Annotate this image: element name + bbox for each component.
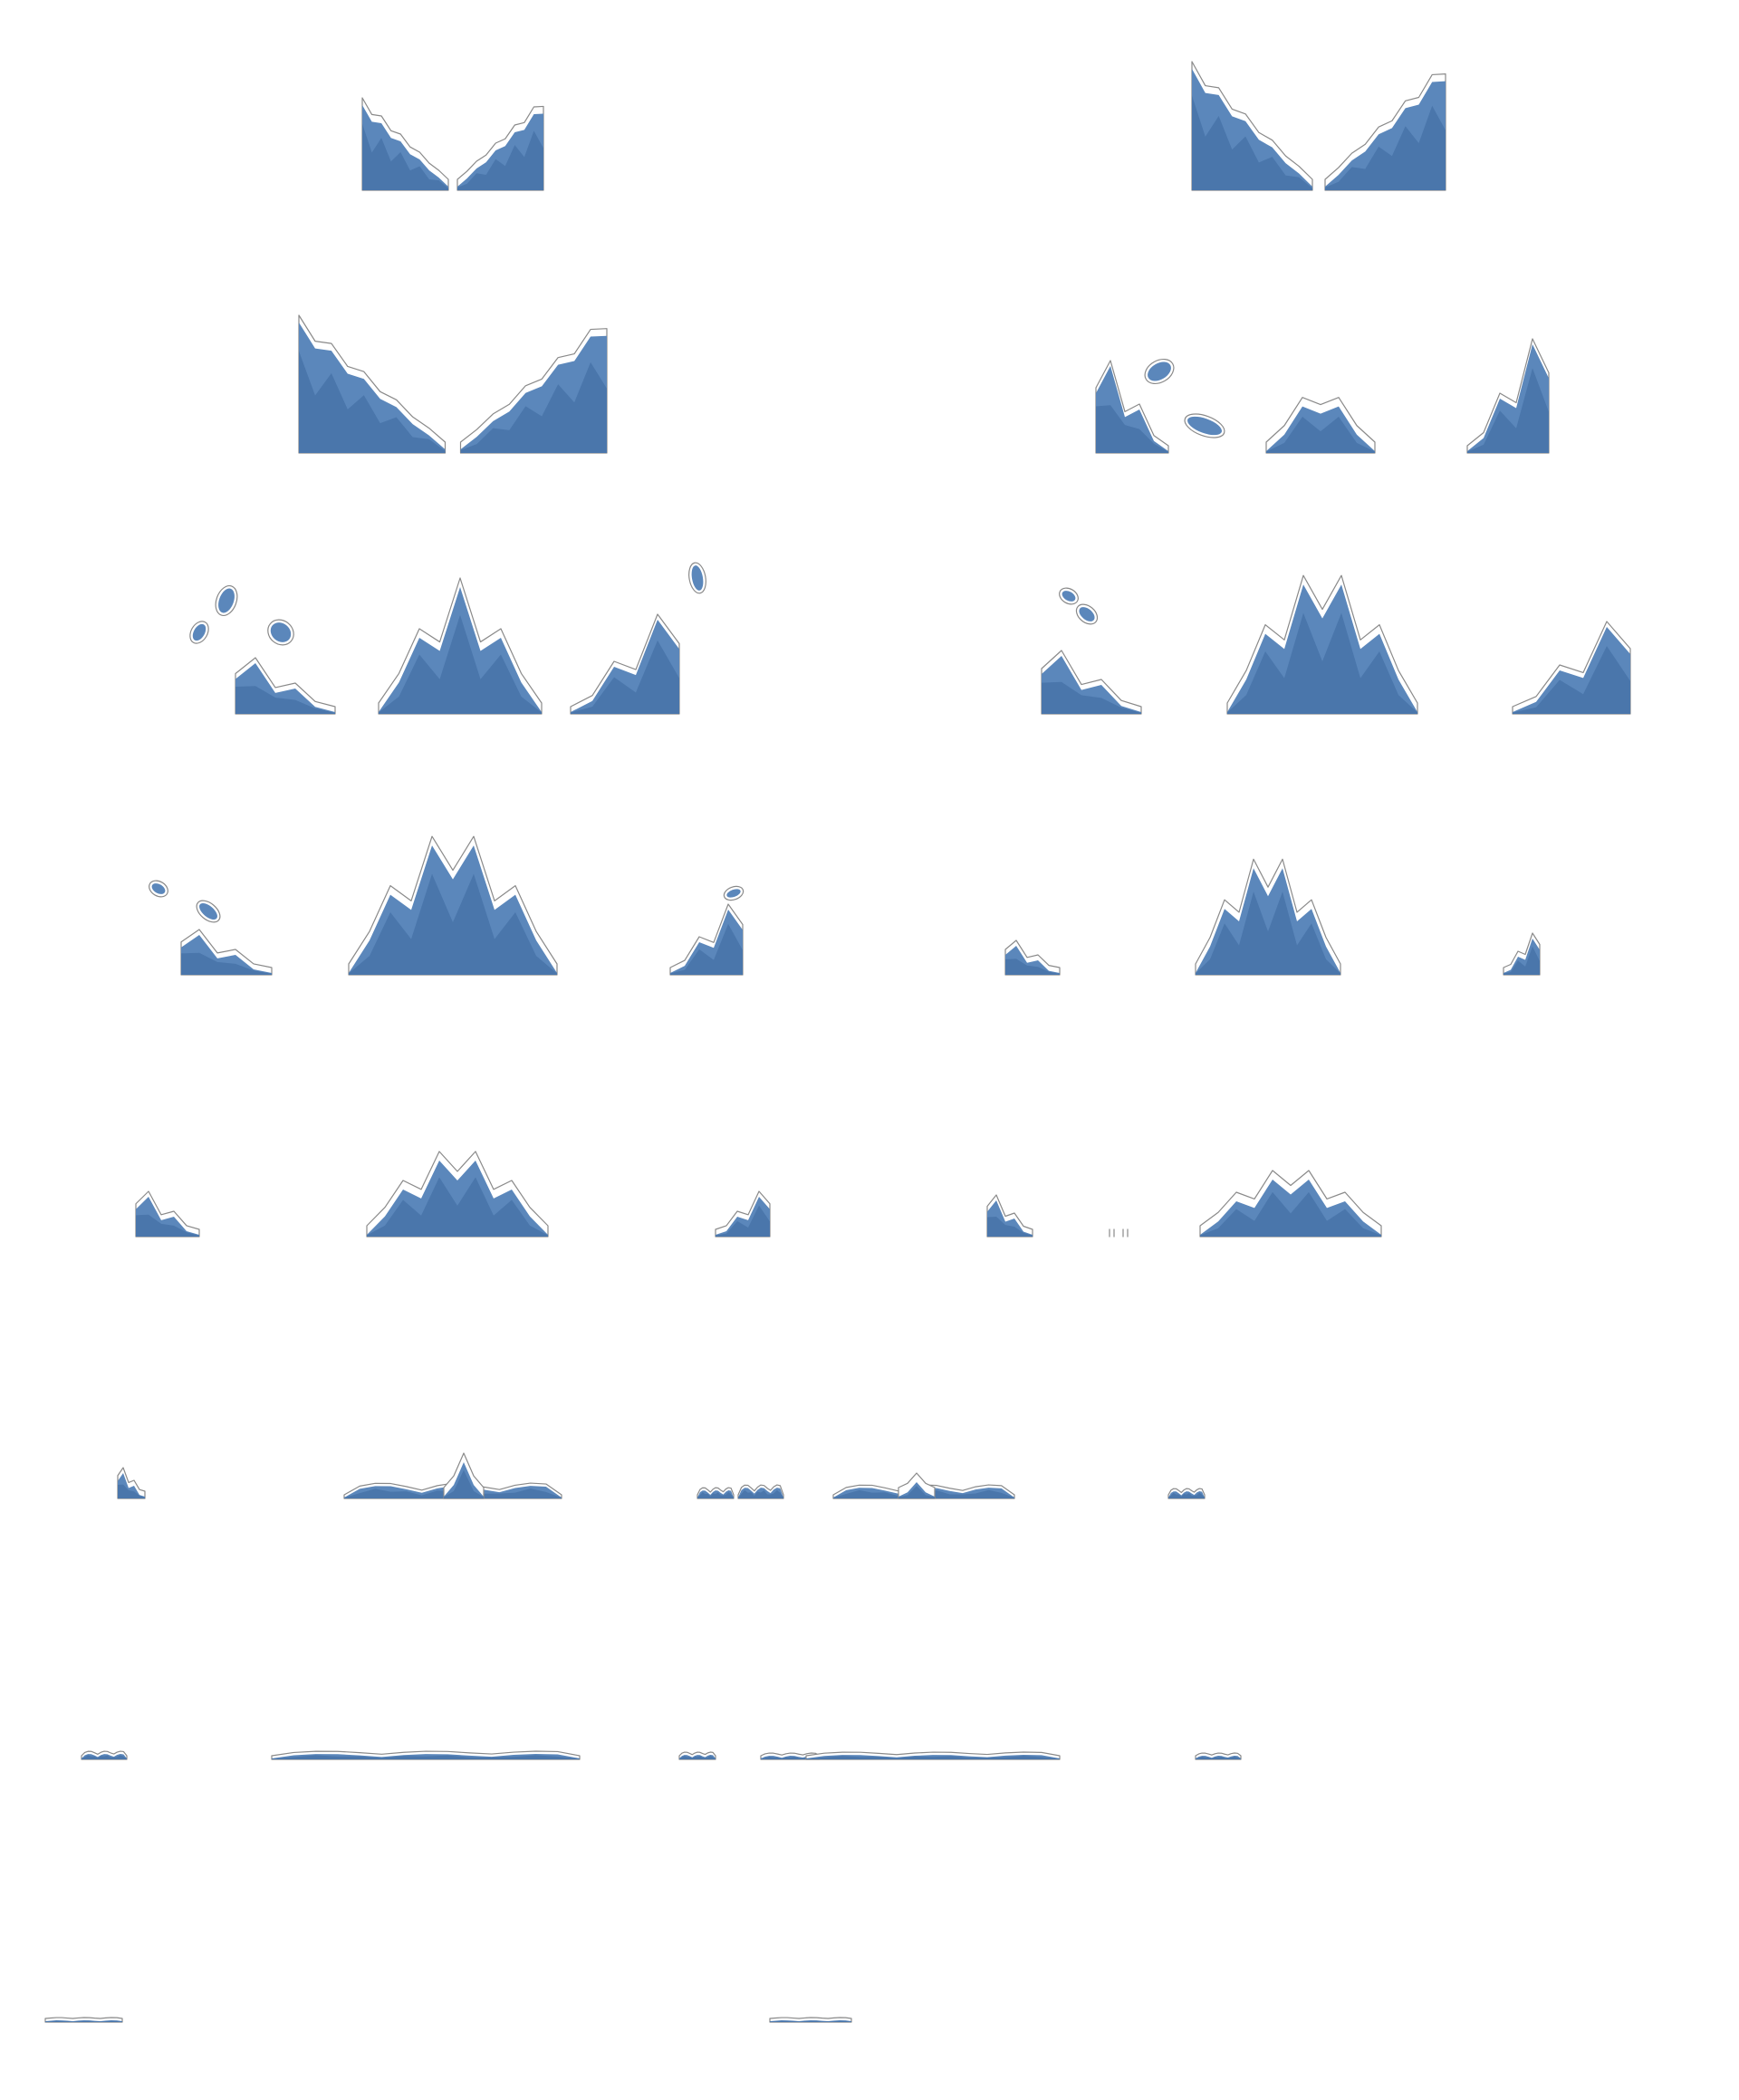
splash-frame-8: [1004, 858, 1541, 976]
splash-frame-11: [117, 1452, 784, 1499]
splash-frame-10: [986, 1170, 1382, 1238]
splash-frame-2: [1191, 61, 1446, 191]
splash-frame-3: [298, 314, 608, 454]
splash-frame-5: [189, 562, 706, 715]
splash-frame-14: [678, 1751, 1242, 1760]
splash-frame-13: [81, 1750, 821, 1760]
splash-frame-7: [149, 835, 745, 976]
splash-frame-4: [1095, 338, 1550, 454]
splash-frame-6: [1041, 574, 1631, 715]
splash-frame-1: [361, 97, 544, 191]
splash-frame-12: [697, 1472, 1206, 1499]
splash-frame-15: [44, 2017, 123, 2023]
splash-frame-9: [135, 1151, 771, 1238]
splash-frame-16: [769, 2017, 852, 2023]
